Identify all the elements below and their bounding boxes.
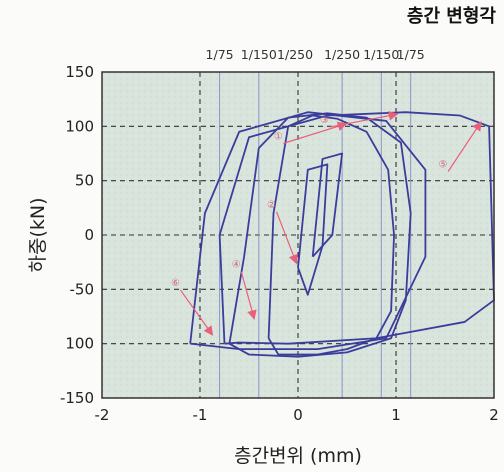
y-tick-label: 50 — [75, 172, 94, 190]
annotation-label: ④ — [232, 260, 241, 271]
top-tick-label: 1/150 — [241, 47, 277, 62]
x-tick-label: -2 — [95, 406, 110, 424]
y-tick-label: 100 — [65, 117, 94, 135]
chart-title: 층간 변형각 — [407, 6, 497, 27]
annotation-label: ⑤ — [439, 160, 448, 171]
annotation-arrow — [283, 121, 348, 144]
annotation-arrow — [240, 271, 257, 320]
x-tick-label: 0 — [293, 406, 303, 424]
annotation-arrow — [329, 111, 399, 128]
hysteresis-loop — [189, 111, 427, 350]
hysteresis-loop — [228, 112, 412, 358]
annotation-label: ⑥ — [171, 278, 180, 289]
hysteresis-loop — [218, 111, 495, 345]
x-tick-label: 1 — [391, 406, 401, 424]
annotation-label: ③ — [320, 115, 329, 126]
annotation-arrow — [275, 211, 298, 265]
grid-lines — [102, 72, 494, 398]
y-axis-label: 하중(kN) — [27, 197, 49, 272]
hysteresis-loop — [311, 152, 343, 258]
annotation-arrow — [180, 289, 214, 336]
hysteresis-loops — [189, 111, 495, 358]
y-tick-label: -150 — [60, 389, 94, 407]
top-tick-label: 1/250 — [277, 47, 313, 62]
top-tick-label: 1/75 — [206, 47, 234, 62]
annotation-label: ② — [267, 200, 276, 211]
y-tick-label: -50 — [70, 280, 95, 298]
x-tick-label: 2 — [489, 406, 499, 424]
hysteresis-loop — [297, 163, 329, 296]
plot-frame — [101, 71, 495, 399]
y-tick-label: 0 — [84, 226, 94, 244]
x-tick-label: -1 — [193, 406, 208, 424]
annotation-arrow — [447, 121, 482, 172]
x-axis-label: 층간변위 (mm) — [234, 445, 362, 467]
y-tick-label: 100 — [65, 335, 94, 353]
top-tick-label: 1/75 — [397, 47, 425, 62]
annotations: ① ② ③ ④ ⑤ ⑥ — [171, 111, 482, 336]
annotation-label: ① — [274, 131, 283, 142]
y-tick-labels: 150 100 50 0 -50 100 -150 — [60, 63, 94, 407]
top-tick-label: 1/250 — [324, 47, 360, 62]
top-tick-label: 1/150 — [363, 47, 399, 62]
x-tick-labels: -2 -1 0 1 2 — [95, 406, 499, 424]
y-tick-label: 150 — [65, 63, 94, 81]
